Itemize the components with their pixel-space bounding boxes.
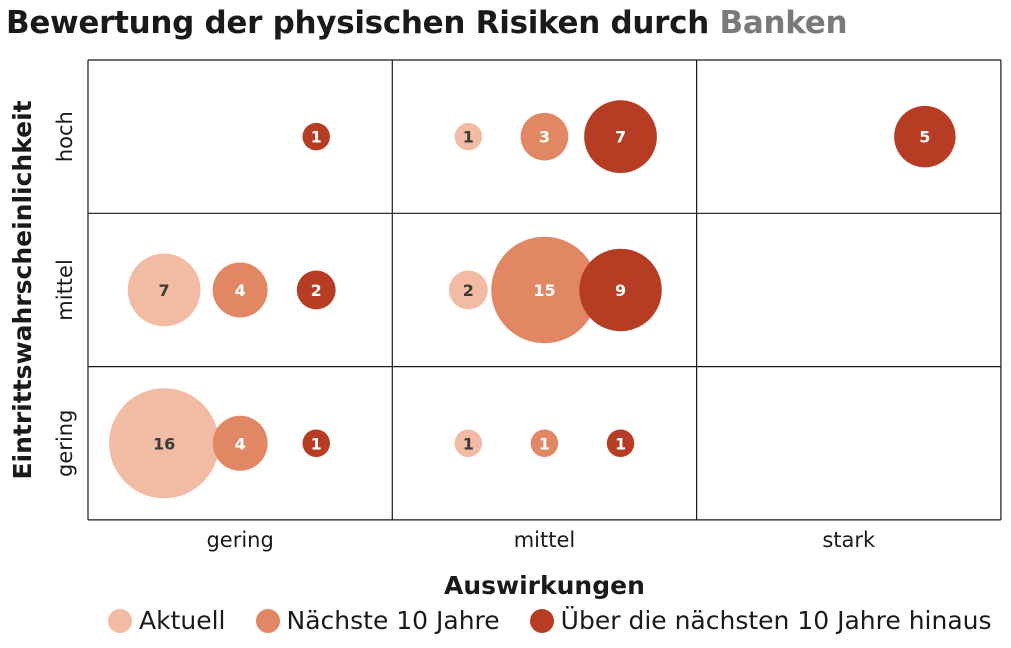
legend-item-naechste: Nächste 10 Jahre (255, 606, 500, 635)
bubble-label-nachste-10-jahre-mittel-gering: 1 (539, 434, 550, 453)
bubble-uber-die-nachsten-10-jahre-hinaus-mittel-mittel (579, 248, 662, 332)
legend-swatch-aktuell (108, 608, 132, 633)
x-tick-label-gering: gering (206, 528, 273, 552)
bubble-label-uber-die-nachsten-10-jahre-hinaus-mittel-hoch: 7 (615, 128, 626, 147)
bubble-label-aktuell-mittel-mittel: 2 (463, 281, 474, 300)
bubble-nachste-10-jahre-gering-mittel (212, 262, 268, 318)
bubble-uber-die-nachsten-10-jahre-hinaus-gering-hoch (302, 122, 330, 151)
bubble-nachste-10-jahre-mittel-gering (530, 429, 559, 457)
title-accent: Banken (719, 5, 848, 41)
bubble-label-uber-die-nachsten-10-jahre-hinaus-gering-mittel: 2 (311, 281, 322, 300)
bubble-uber-die-nachsten-10-jahre-hinaus-gering-mittel (296, 270, 336, 310)
bubble-label-aktuell-mittel-hoch: 1 (463, 128, 474, 147)
bubble-aktuell-gering-gering (109, 388, 220, 499)
legend-item-ueber: Über die nächsten 10 Jahre hinaus (529, 606, 992, 635)
legend-item-aktuell: Aktuell (108, 606, 226, 635)
x-tick-label-mittel: mittel (514, 528, 576, 552)
bubble-aktuell-mittel-gering (454, 429, 483, 457)
bubble-label-uber-die-nachsten-10-jahre-hinaus-mittel-gering: 1 (615, 434, 626, 453)
legend-label-ueber: Über die nächsten 10 Jahre hinaus (560, 606, 992, 635)
y-axis-title: Eintrittswahrscheinlichkeit (8, 100, 37, 479)
bubble-label-aktuell-mittel-gering: 1 (463, 434, 474, 453)
y-tick-label-gering: gering (53, 410, 77, 477)
x-axis-title: Auswirkungen (444, 571, 645, 600)
bubble-aktuell-mittel-hoch (454, 122, 483, 151)
bubble-nachste-10-jahre-gering-gering (212, 415, 268, 471)
y-tick-label-mittel: mittel (53, 259, 77, 321)
bubble-label-uber-die-nachsten-10-jahre-hinaus-gering-hoch: 1 (311, 128, 322, 147)
bubble-nachste-10-jahre-mittel-mittel (491, 236, 598, 344)
legend-swatch-naechste (255, 608, 280, 633)
bubble-label-nachste-10-jahre-gering-gering: 4 (235, 434, 246, 453)
title-main: Bewertung der physischen Risiken durch (6, 5, 710, 41)
bubble-uber-die-nachsten-10-jahre-hinaus-mittel-hoch (584, 100, 657, 174)
chart-title: Bewertung der physischen Risiken durch B… (6, 2, 848, 44)
bubble-label-nachste-10-jahre-gering-mittel: 4 (235, 281, 246, 300)
legend-label-naechste: Nächste 10 Jahre (286, 606, 500, 635)
bubble-label-uber-die-nachsten-10-jahre-hinaus-mittel-mittel: 9 (615, 281, 626, 300)
bubble-uber-die-nachsten-10-jahre-hinaus-gering-gering (302, 429, 330, 457)
legend-label-aktuell: Aktuell (139, 606, 226, 635)
bubble-label-uber-die-nachsten-10-jahre-hinaus-gering-gering: 1 (311, 434, 322, 453)
bubble-nachste-10-jahre-mittel-hoch (520, 112, 569, 161)
bubble-aktuell-mittel-mittel (448, 270, 488, 310)
legend: Aktuell Nächste 10 Jahre Über die nächst… (108, 606, 992, 635)
bubble-label-aktuell-gering-mittel: 7 (159, 281, 170, 300)
y-tick-label-hoch: hoch (53, 111, 77, 162)
bubble-aktuell-gering-mittel (127, 253, 201, 327)
bubble-label-nachste-10-jahre-mittel-mittel: 15 (533, 281, 555, 300)
legend-swatch-ueber (529, 608, 554, 633)
bubble-label-uber-die-nachsten-10-jahre-hinaus-stark-hoch: 5 (919, 128, 930, 147)
bubble-uber-die-nachsten-10-jahre-hinaus-stark-hoch (894, 105, 956, 168)
bubble-label-aktuell-gering-gering: 16 (153, 434, 175, 453)
bubble-uber-die-nachsten-10-jahre-hinaus-mittel-gering (606, 429, 635, 457)
x-tick-label-stark: stark (822, 528, 876, 552)
bubble-label-nachste-10-jahre-mittel-hoch: 3 (539, 128, 550, 147)
